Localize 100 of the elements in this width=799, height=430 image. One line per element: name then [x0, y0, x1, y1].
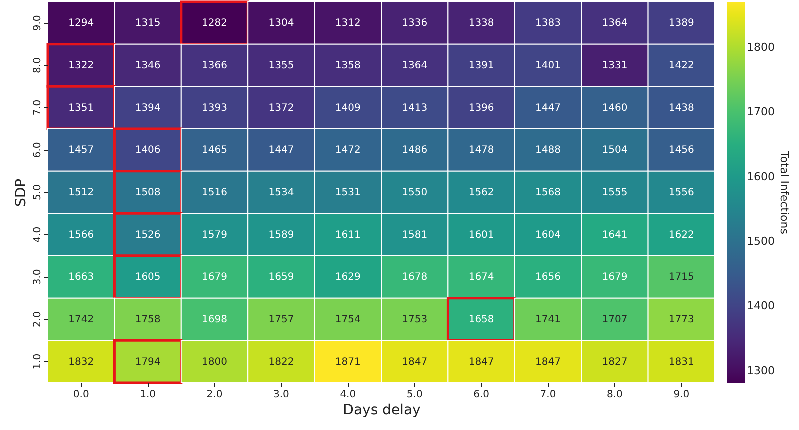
- data-label: 1555: [602, 188, 628, 198]
- x-tick-label: 8.0: [606, 390, 623, 400]
- data-label: 1556: [668, 188, 694, 198]
- data-label: 1641: [602, 230, 628, 241]
- data-label: 1396: [468, 102, 494, 114]
- color-bar-label: 1500: [747, 234, 775, 248]
- data-label: 1531: [335, 188, 361, 198]
- data-label: 1568: [536, 188, 561, 198]
- y-tick-label: 8.0: [32, 58, 44, 74]
- data-label: 1659: [268, 272, 294, 284]
- x-tick-label: 4.0: [340, 390, 356, 400]
- data-label: 1315: [135, 18, 161, 30]
- data-label: 1754: [335, 314, 361, 326]
- data-label: 1678: [402, 272, 428, 284]
- data-label: 1589: [268, 230, 294, 241]
- x-tick-label: 7.0: [540, 390, 556, 400]
- data-label: 1707: [602, 314, 628, 326]
- data-label: 1488: [536, 145, 561, 156]
- x-tick-label: 6.0: [474, 390, 490, 400]
- data-label: 1758: [135, 314, 161, 326]
- data-label: 1322: [68, 60, 94, 72]
- data-label: 1364: [602, 18, 628, 30]
- data-label: 1312: [335, 18, 361, 30]
- data-label: 1393: [202, 102, 228, 114]
- data-label: 1832: [68, 356, 94, 368]
- data-label: 1394: [135, 102, 161, 114]
- data-label: 1550: [402, 188, 428, 198]
- data-label: 1601: [468, 230, 494, 241]
- data-label: 1389: [668, 18, 694, 30]
- data-label: 1871: [335, 356, 361, 368]
- data-label: 1336: [402, 18, 428, 30]
- data-label: 1383: [536, 18, 561, 30]
- data-label: 1358: [335, 60, 361, 72]
- data-label: 1622: [668, 230, 694, 241]
- y-tick-label: 4.0: [32, 226, 44, 243]
- data-label: 1753: [402, 314, 428, 326]
- y-tick-label: 9.0: [32, 15, 44, 32]
- color-bar-title: Total Infections: [778, 150, 791, 235]
- y-tick-label: 5.0: [32, 184, 44, 200]
- x-axis-title: Days delay: [343, 402, 421, 418]
- color-bar-label: 1600: [747, 170, 775, 184]
- data-label: 1472: [335, 145, 361, 156]
- data-label: 1562: [468, 188, 494, 198]
- data-label: 1486: [402, 145, 428, 156]
- data-label: 1604: [536, 230, 561, 241]
- y-tick-label: 7.0: [32, 100, 44, 116]
- data-label: 1422: [668, 60, 694, 72]
- data-label: 1364: [402, 60, 428, 72]
- data-label: 1438: [668, 102, 694, 114]
- data-label: 1847: [468, 356, 494, 368]
- data-label: 1715: [668, 272, 694, 284]
- x-tick-label: 5.0: [406, 390, 423, 400]
- data-label: 1355: [268, 60, 294, 72]
- data-label: 1294: [68, 18, 94, 30]
- data-label: 1512: [68, 188, 94, 198]
- data-label: 1526: [135, 230, 161, 241]
- data-label: 1406: [135, 145, 161, 156]
- data-label: 1827: [602, 356, 628, 368]
- data-label: 1504: [602, 145, 628, 156]
- data-label: 1773: [668, 314, 694, 326]
- data-label: 1447: [268, 145, 294, 156]
- x-tick-label: 3.0: [273, 390, 290, 400]
- data-label: 1282: [202, 18, 228, 30]
- y-tick-label: 2.0: [32, 312, 44, 328]
- color-bar-label: 1700: [747, 106, 775, 119]
- data-label: 1460: [602, 102, 628, 114]
- data-label: 1351: [68, 102, 94, 114]
- data-label: 1663: [68, 272, 94, 284]
- data-label: 1465: [202, 145, 228, 156]
- data-label: 1456: [668, 145, 694, 156]
- data-label: 1794: [135, 356, 161, 368]
- x-tick-label: 1.0: [140, 390, 156, 400]
- color-bar-label: 1300: [747, 364, 775, 378]
- data-label: 1534: [268, 188, 294, 198]
- data-label: 1757: [268, 314, 294, 326]
- data-label: 1605: [135, 272, 161, 284]
- color-bar-label: 1800: [747, 40, 775, 54]
- data-label: 1658: [468, 314, 494, 326]
- data-label: 1822: [268, 356, 294, 368]
- x-tick-label: 0.0: [73, 390, 90, 400]
- data-label: 1478: [468, 145, 494, 156]
- y-axis-title: SDP: [14, 178, 30, 208]
- data-label: 1629: [335, 272, 361, 284]
- data-label: 1741: [536, 314, 561, 326]
- data-label: 1346: [135, 60, 161, 72]
- data-label: 1847: [536, 356, 561, 368]
- y-tick-label: 1.0: [32, 354, 44, 370]
- data-label: 1304: [268, 18, 294, 30]
- color-bar-label: 1400: [747, 300, 775, 313]
- data-label: 1516: [202, 188, 228, 198]
- data-label: 1331: [602, 60, 628, 72]
- data-label: 1391: [468, 60, 494, 72]
- x-tick-label: 2.0: [206, 390, 223, 400]
- data-label: 1579: [202, 230, 228, 241]
- data-label: 1409: [335, 102, 361, 114]
- data-label: 1413: [402, 102, 428, 114]
- data-label: 1447: [536, 102, 561, 114]
- data-label: 1847: [402, 356, 428, 368]
- data-label: 1611: [335, 230, 361, 241]
- y-tick-label: 3.0: [32, 269, 44, 286]
